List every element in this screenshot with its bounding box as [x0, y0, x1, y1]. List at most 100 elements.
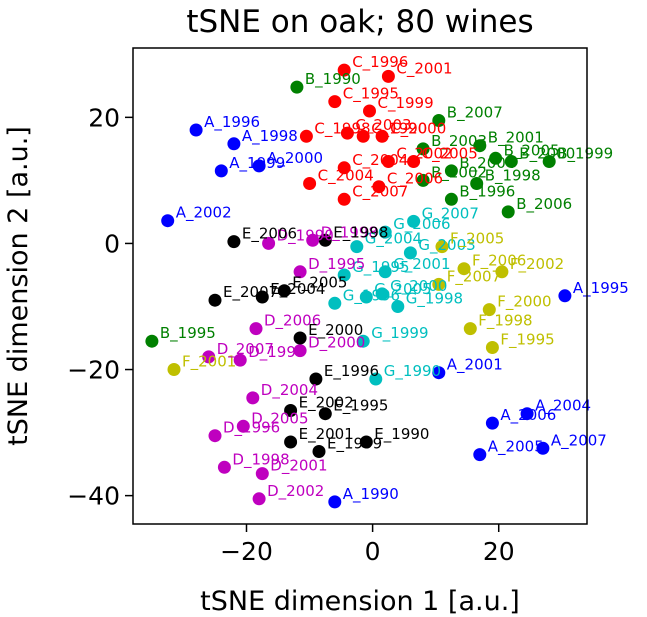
- point-e-1990: [359, 435, 373, 449]
- chart-title: tSNE on oak; 80 wines: [186, 4, 533, 40]
- point-c-2002: [381, 155, 395, 168]
- point-label-e-2006: E_2006: [242, 225, 297, 244]
- point-a-2005: [473, 448, 487, 462]
- point-label-f-2006: F_2006: [472, 252, 526, 271]
- point-label-c-2004: C_2004: [352, 151, 408, 170]
- point-c-2000: [375, 129, 389, 143]
- point-g-1998: [391, 300, 405, 313]
- point-b-2007: [432, 114, 446, 127]
- point-label-b-2003: B_2003: [431, 132, 487, 151]
- point-a-1998: [227, 137, 241, 151]
- point-label-b-1999: B_1999: [557, 145, 613, 164]
- point-label-e-2000: E_2000: [308, 321, 363, 340]
- point-b-2005: [489, 151, 503, 165]
- point-label-f-2002: F_2002: [510, 255, 564, 274]
- point-d-1996: [208, 429, 222, 443]
- point-label-d-2000: D_2000: [308, 334, 365, 353]
- y-tick-label: −20: [67, 356, 120, 385]
- point-label-e-2001: E_2001: [299, 425, 354, 444]
- point-label-e-1995: E_1995: [333, 397, 388, 416]
- point-label-g-2004: G_2004: [365, 230, 422, 249]
- point-f-1998: [463, 322, 477, 336]
- point-a-2002: [161, 214, 175, 228]
- point-b-1995: [145, 334, 159, 348]
- y-tick-label: −40: [67, 482, 120, 511]
- point-label-d-1999: D_1999: [248, 343, 305, 362]
- point-label-f-1998: F_1998: [478, 312, 532, 331]
- point-a-1990: [328, 495, 342, 509]
- point-label-e-1999: E_1999: [327, 435, 382, 454]
- point-label-e-2004: E_2004: [270, 280, 325, 299]
- point-label-b-2002: B_2002: [431, 163, 487, 182]
- point-d-1990: [262, 236, 276, 250]
- point-label-c-1999: C_1999: [378, 94, 434, 113]
- point-d-1999: [233, 353, 247, 367]
- point-label-a-2001: A_2001: [447, 356, 503, 375]
- point-c-1990: [356, 129, 370, 143]
- point-f-2001: [167, 363, 181, 376]
- point-label-g-2007: G_2007: [422, 204, 479, 223]
- point-label-d-1990: D_1990: [277, 226, 334, 245]
- point-f-1995: [485, 341, 499, 354]
- point-label-a-2007: A_2007: [551, 431, 607, 450]
- point-g-2000: [375, 287, 389, 301]
- x-axis-label: tSNE dimension 1 [a.u.]: [200, 586, 520, 617]
- point-label-c-2003: C_2003: [355, 116, 411, 135]
- x-tick-label: 20: [483, 537, 515, 566]
- point-label-g-2000: G_2000: [390, 277, 447, 296]
- point-label-c-2002: C_2002: [396, 145, 452, 164]
- point-e-1999: [312, 445, 326, 458]
- point-label-d-2007: D_2007: [217, 340, 274, 359]
- point-b-1990: [290, 80, 304, 94]
- point-g-1990: [369, 372, 383, 386]
- point-a-2001: [432, 366, 446, 380]
- point-b-1998: [470, 177, 484, 190]
- point-label-f-2007: F_2007: [447, 267, 501, 286]
- point-label-c-2001: C_2001: [396, 59, 452, 78]
- point-e-2001: [284, 435, 298, 449]
- point-label-a-1996: A_1996: [204, 113, 260, 132]
- point-label-g-1995: G_1995: [352, 258, 409, 277]
- point-e-2000: [293, 331, 307, 345]
- point-label-a-1990: A_1990: [343, 485, 399, 504]
- point-label-c-2000: C_2000: [390, 119, 446, 138]
- point-a-1996: [189, 123, 203, 137]
- point-c-2004: [337, 161, 351, 175]
- point-label-d-1995: D_1995: [308, 255, 365, 274]
- point-c-1998: [299, 129, 313, 143]
- point-e-2006: [227, 235, 241, 249]
- point-label-d-1998: D_1998: [232, 450, 289, 469]
- y-axis-label: tSNE dimension 2 [a.u.]: [3, 126, 34, 446]
- point-label-d-2004: D_2004: [261, 381, 318, 400]
- point-g-1996: [328, 296, 342, 310]
- point-b-2000: [504, 155, 518, 168]
- point-label-g-2001: G_2001: [393, 255, 450, 274]
- point-b-2003: [416, 142, 430, 156]
- point-b-1999: [542, 155, 556, 168]
- point-d-2000: [293, 344, 307, 358]
- point-g-2006: [378, 225, 392, 239]
- point-label-f-2000: F_2000: [497, 293, 551, 312]
- point-e-2005: [277, 284, 291, 298]
- point-label-a-2002: A_2002: [176, 204, 232, 223]
- point-label-c-2004: C_2004: [318, 167, 374, 186]
- point-d-2006: [249, 322, 263, 336]
- point-a-1995: [558, 289, 572, 303]
- point-d-2004: [246, 391, 260, 405]
- point-label-b-2007: B_2007: [447, 104, 503, 123]
- point-d-1995: [293, 265, 307, 279]
- point-label-b-1998: B_1998: [485, 167, 541, 186]
- point-label-a-1999: A_1999: [229, 154, 285, 173]
- point-label-e-1990: E_1990: [374, 425, 429, 444]
- point-label-g-2003: G_2003: [418, 236, 475, 255]
- point-label-e-2005: E_2005: [292, 274, 347, 293]
- point-b-2002: [416, 173, 430, 187]
- point-label-g-1998: G_1998: [406, 290, 463, 309]
- point-c-2007: [337, 192, 351, 206]
- point-label-d-2002: D_2002: [267, 482, 324, 501]
- point-f-2006: [457, 262, 471, 276]
- point-c-2006: [372, 180, 386, 194]
- y-tick-label: 0: [104, 229, 120, 258]
- point-g-2001: [378, 265, 392, 279]
